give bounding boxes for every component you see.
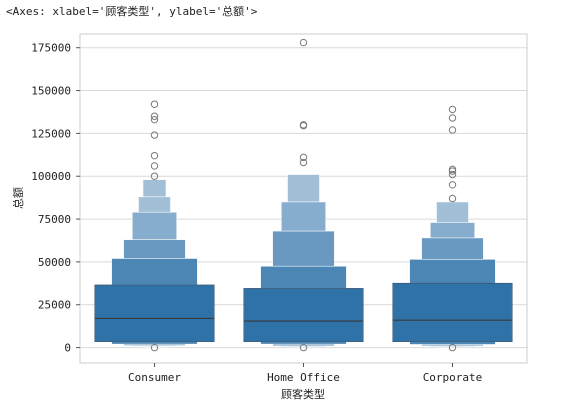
outlier-point xyxy=(448,167,457,175)
boxes-layer xyxy=(94,38,513,352)
x-tick-label: Corporate xyxy=(423,371,483,384)
outlier-point xyxy=(448,126,457,134)
outlier-point xyxy=(150,151,159,160)
x-axis-label: 顾客类型 xyxy=(281,387,325,401)
x-tick-label: Consumer xyxy=(128,371,181,384)
x-ticks: Consumer Home Office Corporate xyxy=(128,363,482,384)
y-tick-label: 175000 xyxy=(31,42,71,55)
boxen-main-outline xyxy=(243,288,364,342)
outlier-point xyxy=(299,158,308,167)
outlier-point xyxy=(448,181,457,189)
y-tick-label: 150000 xyxy=(31,85,71,98)
outlier-point xyxy=(299,153,308,162)
outlier-point xyxy=(448,343,457,352)
outlier-point xyxy=(150,343,159,352)
boxen-main-outline xyxy=(94,284,215,342)
boxen-level-box xyxy=(243,288,364,342)
y-tick-label: 25000 xyxy=(38,299,71,312)
outlier-point xyxy=(150,100,159,108)
outlier-point xyxy=(448,194,457,203)
y-tick-label: 75000 xyxy=(38,213,71,226)
outlier-point xyxy=(150,112,159,120)
outlier-point xyxy=(150,162,159,170)
y-tick-label: 50000 xyxy=(38,256,71,269)
y-tick-label: 125000 xyxy=(31,127,71,140)
output-repr-text: <Axes: xlabel='顾客类型', ylabel='总额'> xyxy=(6,5,258,18)
boxen-level-box xyxy=(392,283,513,342)
y-ticks: 0 25000 50000 75000 100000 125000 150000 175000 xyxy=(31,42,80,355)
boxen-group xyxy=(392,105,513,352)
boxen-group xyxy=(243,38,364,352)
outlier-point xyxy=(448,114,457,122)
y-tick-label: 100000 xyxy=(31,170,71,183)
boxen-group xyxy=(94,100,215,352)
outlier-point xyxy=(299,121,308,130)
outlier-point xyxy=(150,131,159,139)
outlier-point xyxy=(150,115,159,124)
x-tick-label: Home Office xyxy=(267,371,340,384)
y-axis-label: 总额 xyxy=(11,187,25,209)
y-tick-label: 0 xyxy=(64,342,71,355)
outlier-point xyxy=(299,343,308,352)
outlier-point xyxy=(150,172,159,180)
boxen-level-box xyxy=(94,284,215,342)
outlier-point xyxy=(448,105,457,114)
outlier-point xyxy=(448,170,457,179)
outlier-point xyxy=(299,38,308,47)
boxen-main-outline xyxy=(392,282,513,342)
